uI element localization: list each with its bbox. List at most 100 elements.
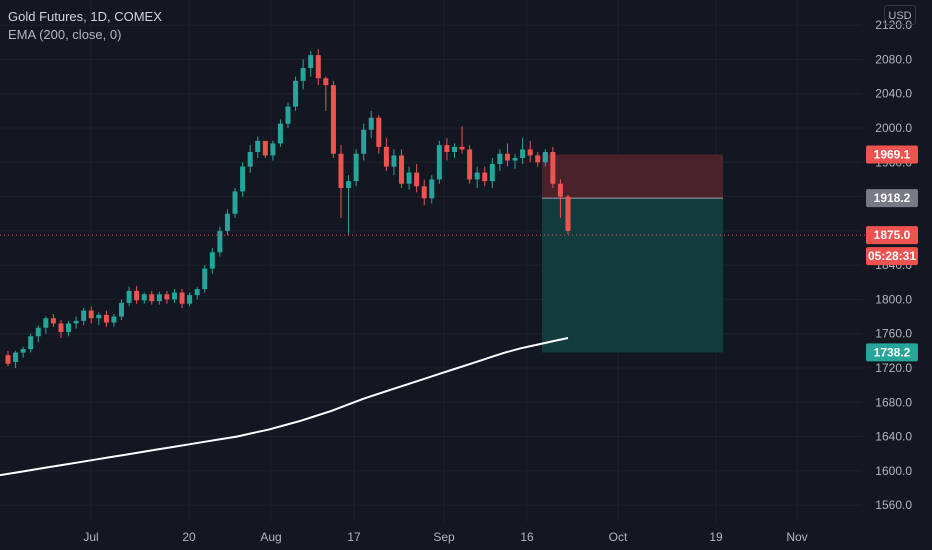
currency-button[interactable]: USD [884, 5, 916, 25]
candle-body [28, 336, 34, 350]
candle-body [330, 85, 336, 154]
candle-body [338, 153, 344, 188]
candle-body [73, 320, 79, 324]
candle-body [520, 149, 526, 158]
candle-body [5, 355, 11, 364]
candle-body [262, 140, 268, 156]
candle-body [535, 155, 541, 163]
y-tick-label: 1600.0 [875, 464, 912, 478]
candle-body [141, 294, 147, 301]
candle-body [209, 252, 215, 269]
candle-body [361, 129, 367, 154]
candle-body [164, 294, 170, 300]
candle-body [187, 295, 193, 304]
candle-body [277, 123, 283, 144]
candle-body [557, 183, 563, 197]
candle-body [171, 292, 177, 300]
candle-body [35, 327, 41, 337]
y-tick-label: 1680.0 [875, 395, 912, 409]
candle-body [134, 290, 140, 301]
target-price-badge: 1738.2 [874, 345, 911, 359]
time-axis[interactable]: Jul 20 Aug 17 Sep 16 Oct 19 Nov [83, 530, 807, 544]
candle-body [285, 106, 291, 124]
current-price-badge-bg [866, 226, 918, 245]
candle-body [504, 153, 510, 161]
x-tick-label: 19 [709, 530, 723, 544]
candle-body [527, 149, 533, 156]
x-tick-label: Oct [609, 530, 628, 544]
candle-body [300, 68, 306, 81]
x-tick-label: Jul [83, 530, 98, 544]
ema-200-line [0, 337, 569, 477]
stop-price-badge-bg [866, 145, 918, 164]
current-price-badge: 1875.0 [874, 228, 911, 242]
y-tick-label: 2040.0 [875, 87, 912, 101]
candle-body [368, 117, 374, 130]
candle-body [66, 323, 72, 332]
candle-body [149, 294, 155, 302]
candle-body [421, 186, 427, 199]
y-tick-label: 1640.0 [875, 430, 912, 444]
candle-body [406, 172, 412, 184]
candle-body [247, 152, 253, 167]
stop-loss-zone [542, 154, 723, 199]
grid-lines [0, 0, 862, 522]
y-tick-label: 1720.0 [875, 361, 912, 375]
candle-body [482, 172, 488, 182]
candle-body [126, 290, 132, 303]
price-axis[interactable]: 2120.02080.02040.02000.01960.01920.01880… [875, 18, 912, 512]
candle-body [565, 196, 571, 231]
candle-body [119, 302, 125, 317]
candle-body [217, 230, 223, 253]
candle-body [270, 143, 276, 156]
y-tick-label: 2000.0 [875, 121, 912, 135]
y-tick-label: 1560.0 [875, 498, 912, 512]
y-tick-label: 1760.0 [875, 327, 912, 341]
candle-body [194, 289, 200, 296]
candle-body [429, 179, 435, 199]
candle-body [489, 164, 495, 182]
price-badges: 1969.1 1918.2 1875.0 05:28:31 1738.2 [866, 145, 918, 362]
candle-body [232, 191, 238, 214]
candle-body [43, 318, 49, 328]
candle-body [50, 318, 56, 324]
candle-body [414, 172, 420, 187]
stop-price-badge: 1969.1 [874, 147, 911, 161]
candle-body [96, 314, 102, 319]
symbol-title[interactable]: Gold Futures, 1D, COMEX [8, 9, 162, 24]
candles [5, 49, 571, 368]
candle-body [13, 352, 19, 362]
x-tick-label: 16 [520, 530, 534, 544]
candle-body [58, 323, 64, 332]
candle-body [444, 145, 450, 152]
x-tick-label: 17 [347, 530, 361, 544]
candle-body [436, 145, 442, 180]
candle-body [346, 181, 352, 188]
short-position-tool[interactable] [542, 154, 723, 353]
candle-body [550, 152, 556, 184]
entry-price-badge-bg [866, 189, 918, 208]
candle-body [293, 80, 299, 107]
y-tick-label: 1800.0 [875, 292, 912, 306]
candle-body [179, 292, 185, 304]
candle-body [88, 310, 94, 319]
candle-body [399, 155, 405, 184]
candle-body [467, 149, 473, 180]
candle-body [202, 268, 208, 290]
candle-body [308, 55, 314, 68]
candle-body [542, 152, 548, 163]
x-tick-label: Nov [786, 530, 807, 544]
candle-body [497, 153, 503, 164]
y-tick-label: 2080.0 [875, 52, 912, 66]
candle-body [315, 55, 321, 79]
x-tick-label: Aug [260, 530, 281, 544]
ema-line [0, 337, 569, 477]
candle-body [459, 146, 465, 150]
candle-body [156, 294, 162, 302]
take-profit-zone [542, 198, 723, 353]
indicator-label[interactable]: EMA (200, close, 0) [8, 27, 122, 42]
countdown-badge-bg [866, 247, 918, 266]
countdown-badge: 05:28:31 [868, 249, 916, 263]
candle-body [240, 166, 246, 192]
